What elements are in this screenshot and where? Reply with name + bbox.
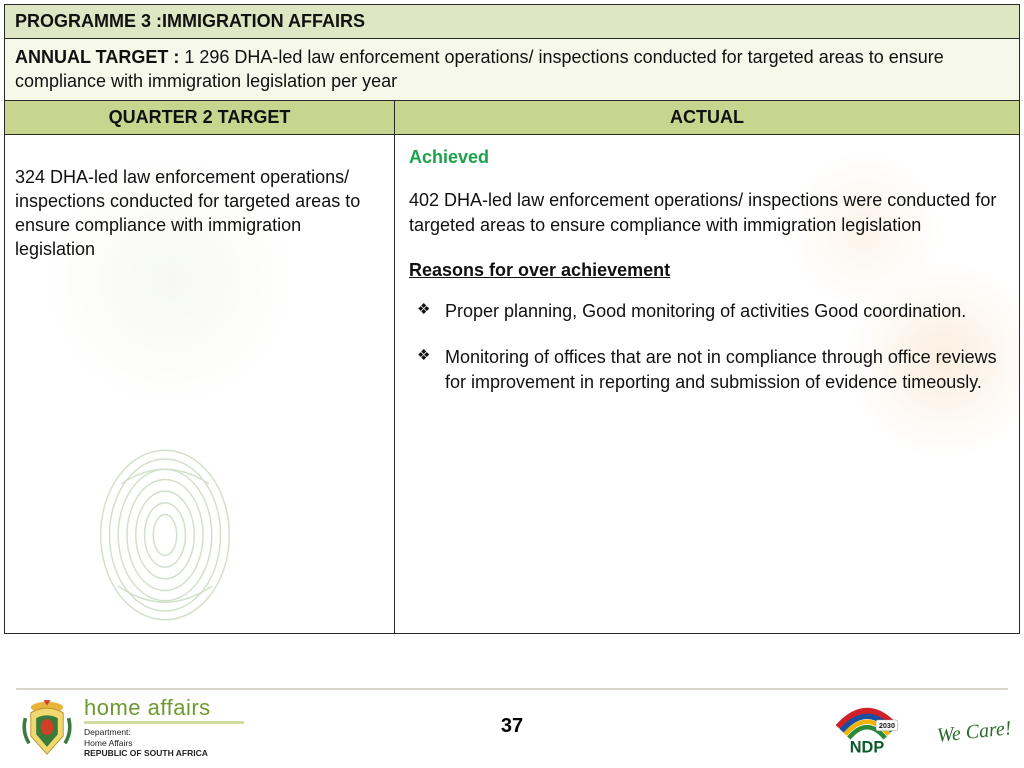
brand-title: home affairs	[84, 697, 244, 719]
actual-cell: Achieved 402 DHA-led law enforcement ope…	[395, 135, 1019, 633]
content-table: PROGRAMME 3 :IMMIGRATION AFFAIRS ANNUAL …	[4, 4, 1020, 634]
reasons-header: Reasons for over achievement	[409, 258, 1005, 283]
reasons-list: Proper planning, Good monitoring of acti…	[409, 299, 1005, 395]
department-text-block: home affairs Department: Home Affairs RE…	[84, 697, 244, 758]
body-row: 324 DHA-led law enforcement operations/ …	[5, 135, 1019, 633]
footer-divider	[16, 688, 1008, 690]
dept-line-2: Home Affairs	[84, 738, 244, 748]
list-item: Monitoring of offices that are not in co…	[417, 345, 1005, 395]
column-headers-row: QUARTER 2 TARGET ACTUAL	[5, 101, 1019, 135]
dept-line-3: REPUBLIC OF SOUTH AFRICA	[84, 748, 244, 758]
brand-rule	[84, 721, 244, 724]
header-actual: ACTUAL	[395, 101, 1019, 134]
status-badge: Achieved	[409, 145, 1005, 170]
programme-title: PROGRAMME 3 :IMMIGRATION AFFAIRS	[5, 5, 1019, 39]
actual-text: 402 DHA-led law enforcement operations/ …	[409, 188, 1005, 238]
annual-target-label: ANNUAL TARGET :	[15, 47, 184, 67]
dept-line-1: Department:	[84, 727, 244, 737]
annual-target-row: ANNUAL TARGET : 1 296 DHA-led law enforc…	[5, 39, 1019, 101]
page-number: 37	[501, 715, 523, 738]
department-lines: Department: Home Affairs REPUBLIC OF SOU…	[84, 727, 244, 758]
list-item: Proper planning, Good monitoring of acti…	[417, 299, 1005, 324]
footer: home affairs Department: Home Affairs RE…	[0, 688, 1024, 768]
quarter-target-cell: 324 DHA-led law enforcement operations/ …	[5, 135, 395, 633]
coat-of-arms-icon	[20, 700, 74, 756]
we-care-slogan: We Care!	[936, 717, 1013, 748]
svg-text:2030: 2030	[879, 721, 895, 730]
svg-text:NDP: NDP	[850, 739, 885, 757]
department-branding: home affairs Department: Home Affairs RE…	[20, 697, 244, 758]
quarter-target-text: 324 DHA-led law enforcement operations/ …	[15, 165, 380, 262]
ndp-logo-icon: 2030 NDP	[830, 700, 904, 758]
header-quarter-target: QUARTER 2 TARGET	[5, 101, 395, 134]
